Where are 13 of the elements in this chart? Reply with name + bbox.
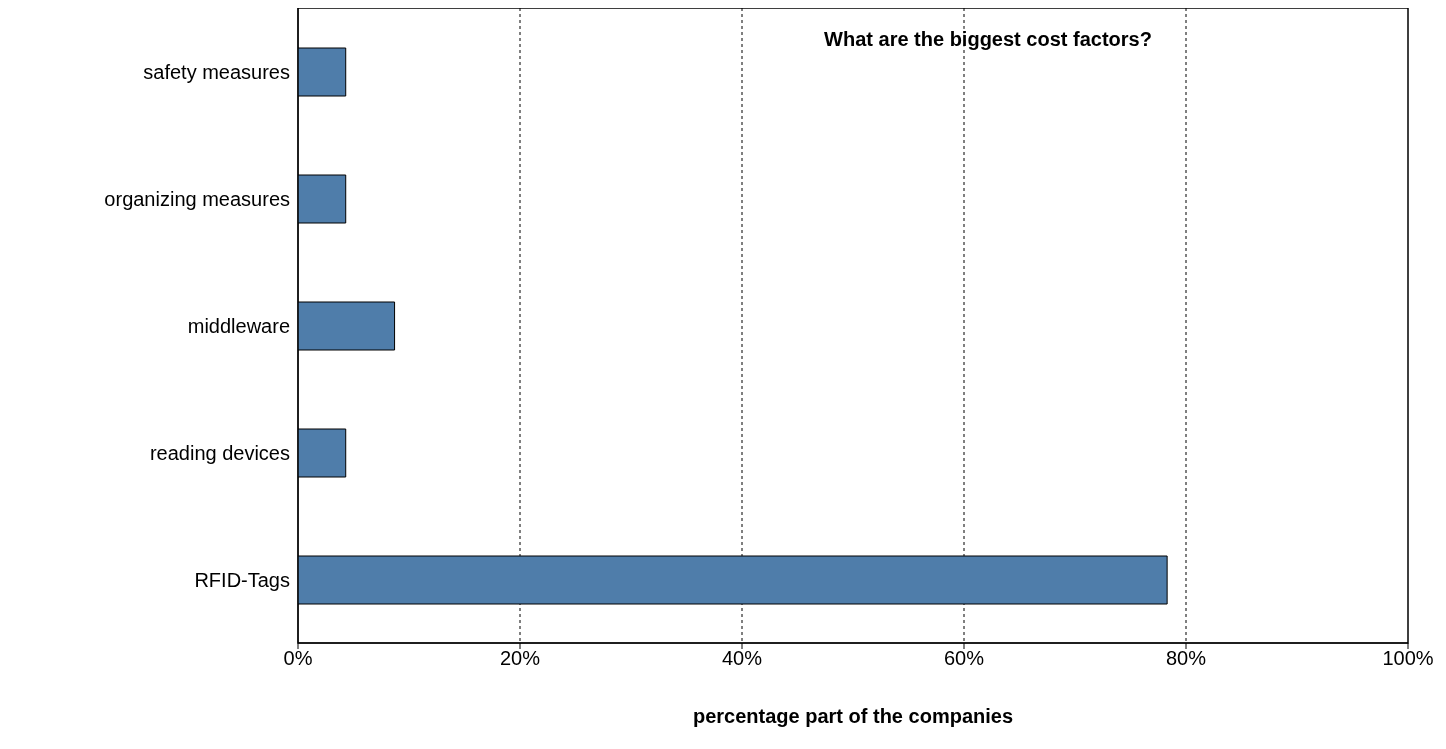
- x-tick-label: 80%: [1165, 647, 1207, 670]
- y-tick-label: safety measures: [143, 60, 290, 83]
- x-tick-label: 60%: [943, 647, 985, 670]
- x-tick-label: 20%: [499, 647, 541, 670]
- y-tick-label: RFID-Tags: [194, 568, 290, 591]
- y-tick-label: reading devices: [149, 441, 290, 464]
- y-tick-label: middleware: [187, 314, 290, 337]
- x-axis-title: percentage part of the companies: [692, 705, 1014, 727]
- x-tick-label: 100%: [1382, 647, 1434, 670]
- x-tick-label: 40%: [721, 647, 763, 670]
- text: What are the biggest cost factors?: [823, 27, 1153, 52]
- y-tick-label: organizing measures: [104, 187, 290, 210]
- x-tick-label: 0%: [283, 647, 313, 670]
